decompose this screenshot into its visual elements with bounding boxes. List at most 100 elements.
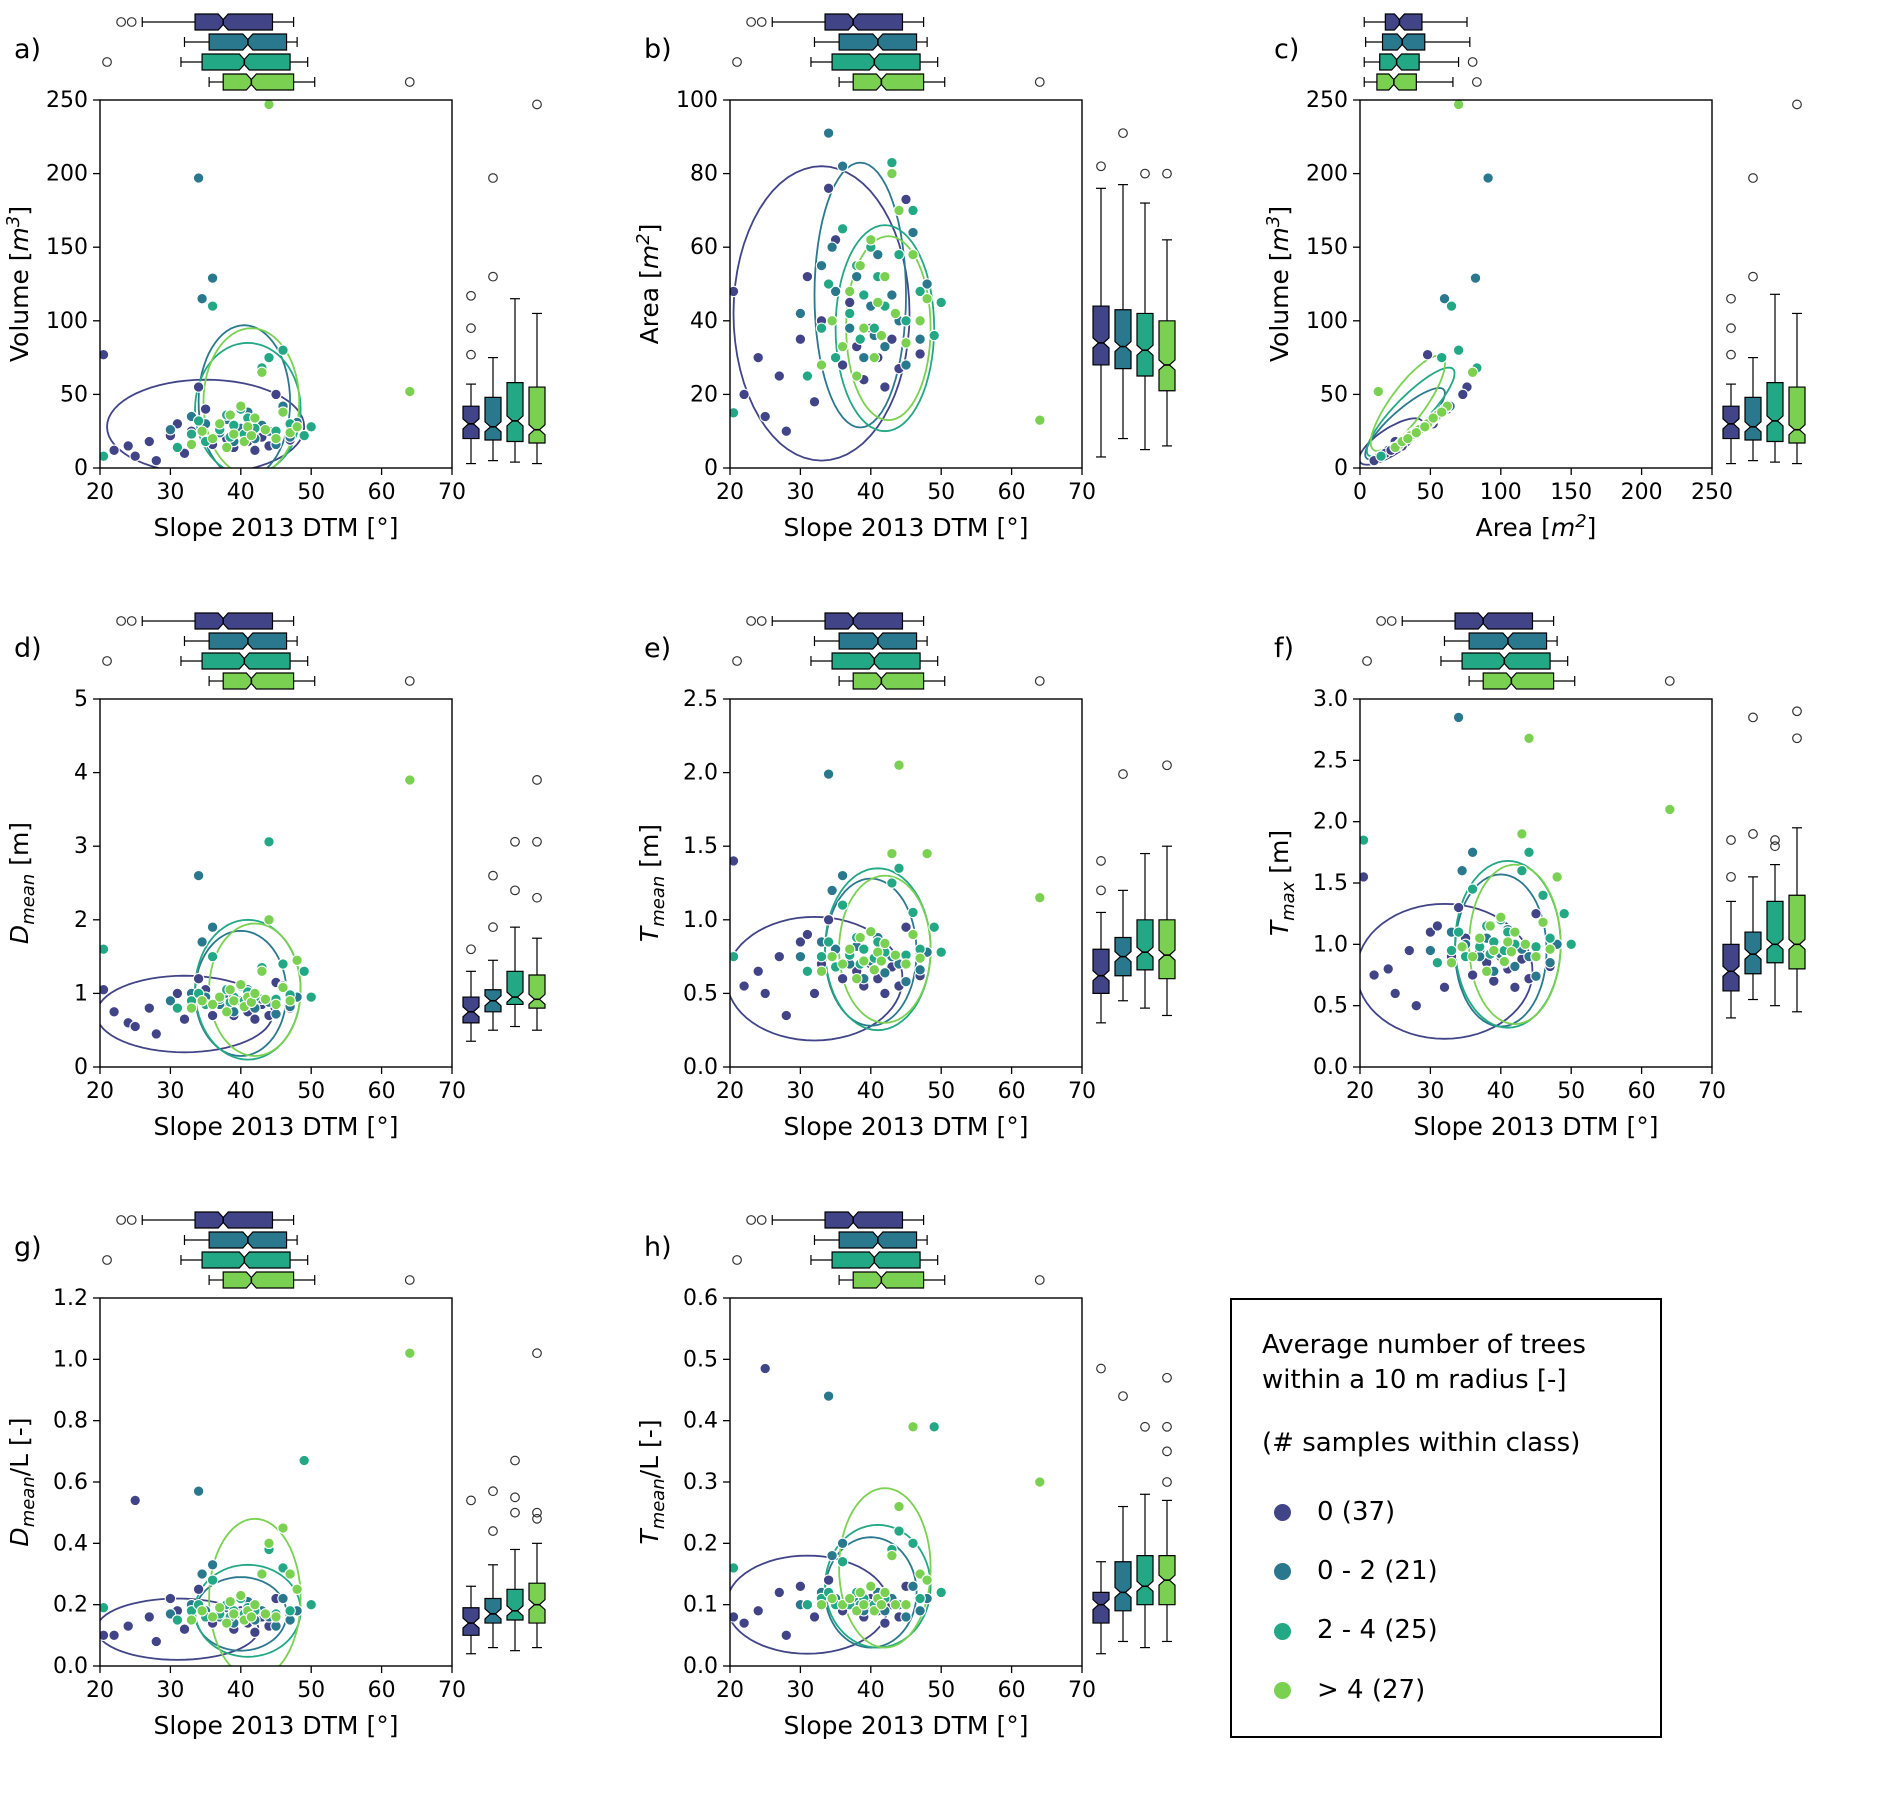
svg-text:40: 40 — [857, 480, 885, 505]
svg-text:30: 30 — [786, 1678, 814, 1703]
svg-text:250: 250 — [1691, 480, 1733, 505]
svg-text:0.5: 0.5 — [1313, 994, 1348, 1019]
axes-frame — [729, 698, 1083, 1068]
right-boxplots — [1092, 128, 1176, 458]
svg-text:70: 70 — [1068, 1678, 1096, 1703]
axes-frame — [1359, 99, 1713, 469]
panel-h: 20 30 40 50 60 70 0.0 0.1 0.2 0.3 0.4 0.5 0.6 Slope 2… — [630, 1198, 1260, 1797]
svg-text:20: 20 — [716, 1079, 744, 1104]
svg-text:20: 20 — [690, 382, 718, 407]
svg-text:0: 0 — [74, 456, 88, 481]
svg-text:100: 100 — [1306, 309, 1348, 334]
svg-text:1.0: 1.0 — [1313, 932, 1348, 957]
svg-text:5: 5 — [74, 687, 88, 712]
legend-entry: 2 - 4 (25) — [1262, 1613, 1630, 1648]
svg-text:40: 40 — [227, 480, 255, 505]
axes-frame — [729, 99, 1083, 469]
panel-d: 20 30 40 50 60 70 0 1 2 3 4 5 Slope 2013 DTM [°] Dmea… — [0, 599, 630, 1198]
svg-text:2.5: 2.5 — [683, 687, 718, 712]
chart-f: 20 30 40 50 60 70 0.0 0.5 1.0 1.5 2.0 2.5 3.0 Slope 2… — [1265, 612, 1806, 1141]
class-3-dot-icon — [1274, 1681, 1291, 1699]
svg-text:0.0: 0.0 — [683, 1654, 718, 1679]
svg-text:0.2: 0.2 — [683, 1531, 718, 1556]
svg-text:70: 70 — [1068, 1079, 1096, 1104]
svg-text:60: 60 — [998, 480, 1026, 505]
y-axis-label: Volume [m3] — [1263, 206, 1294, 362]
chart-d: 20 30 40 50 60 70 0 1 2 3 4 5 Slope 2013 DTM [°] Dmea… — [5, 612, 546, 1141]
svg-text:0.1: 0.1 — [683, 1593, 718, 1618]
svg-text:250: 250 — [46, 88, 88, 113]
panel-label: h) — [644, 1232, 672, 1263]
x-axis-label: Slope 2013 DTM [°] — [784, 1711, 1029, 1740]
right-boxplots — [1722, 706, 1806, 1019]
panel-label: e) — [644, 633, 671, 664]
svg-text:50: 50 — [927, 480, 955, 505]
panel-label: g) — [14, 1232, 42, 1263]
legend-entry: 0 (37) — [1262, 1495, 1630, 1530]
svg-text:0: 0 — [1353, 480, 1367, 505]
svg-text:0.2: 0.2 — [53, 1593, 88, 1618]
panel-c: 0 50 100 150 200 250 0 50 100 150 200 250 Area [m2] V… — [1260, 0, 1890, 599]
y-axis-label: Dmean/L [-] — [5, 1417, 39, 1546]
legend-entry: 0 - 2 (21) — [1262, 1554, 1630, 1589]
svg-text:1.5: 1.5 — [683, 834, 718, 859]
svg-text:0: 0 — [74, 1055, 88, 1080]
svg-text:30: 30 — [786, 480, 814, 505]
class-0-dot-icon — [1274, 1504, 1291, 1522]
panel-g: 20 30 40 50 60 70 0.0 0.2 0.4 0.6 0.8 1.0 1.2 Slope 2… — [0, 1198, 630, 1797]
svg-text:1.0: 1.0 — [683, 908, 718, 933]
top-boxplots — [102, 1211, 415, 1289]
axes-frame — [99, 698, 453, 1068]
right-boxplots — [462, 99, 546, 465]
svg-text:50: 50 — [1557, 1079, 1585, 1104]
svg-text:50: 50 — [1416, 480, 1444, 505]
svg-text:50: 50 — [1320, 382, 1348, 407]
top-boxplots — [102, 612, 415, 690]
svg-text:80: 80 — [690, 162, 718, 187]
svg-text:20: 20 — [86, 1079, 114, 1104]
svg-text:60: 60 — [1628, 1079, 1656, 1104]
svg-text:0: 0 — [1334, 456, 1348, 481]
scatter-points — [1368, 100, 1494, 467]
svg-text:60: 60 — [690, 235, 718, 260]
chart-c: 0 50 100 150 200 250 0 50 100 150 200 250 Area [m2] V… — [1263, 13, 1806, 542]
svg-text:3.0: 3.0 — [1313, 687, 1348, 712]
svg-text:20: 20 — [86, 1678, 114, 1703]
legend-box: Average number of trees within a 10 m ra… — [1230, 1298, 1662, 1738]
panel-f: 20 30 40 50 60 70 0.0 0.5 1.0 1.5 2.0 2.5 3.0 Slope 2… — [1260, 599, 1890, 1198]
svg-text:50: 50 — [297, 480, 325, 505]
svg-text:70: 70 — [438, 1678, 466, 1703]
svg-text:1.0: 1.0 — [53, 1347, 88, 1372]
axis-ticks: 20 30 40 50 60 70 0 50 100 150 200 250 — [46, 88, 466, 505]
svg-text:30: 30 — [786, 1079, 814, 1104]
svg-text:100: 100 — [46, 309, 88, 334]
right-boxplots — [1092, 760, 1176, 1024]
svg-text:70: 70 — [438, 480, 466, 505]
svg-text:2.5: 2.5 — [1313, 748, 1348, 773]
scatter-points — [100, 1347, 416, 1648]
right-boxplots — [462, 1348, 546, 1655]
scatter-points — [730, 127, 1046, 437]
svg-text:150: 150 — [46, 235, 88, 260]
svg-text:0.5: 0.5 — [683, 981, 718, 1006]
chart-h: 20 30 40 50 60 70 0.0 0.1 0.2 0.3 0.4 0.5 0.6 Slope 2… — [635, 1211, 1176, 1740]
svg-text:100: 100 — [676, 88, 718, 113]
svg-text:70: 70 — [1698, 1079, 1726, 1104]
svg-text:50: 50 — [60, 382, 88, 407]
y-axis-label: Dmean [m] — [5, 822, 39, 944]
panel-label: a) — [14, 34, 41, 65]
svg-text:50: 50 — [297, 1079, 325, 1104]
scatter-points — [1360, 711, 1676, 1012]
kde-contours — [730, 867, 932, 1042]
panel-b: 20 30 40 50 60 70 0 20 40 60 80 100 Slope 2013 DTM [… — [630, 0, 1260, 599]
svg-text:20: 20 — [716, 1678, 744, 1703]
y-axis-label: Volume [m3] — [3, 206, 34, 362]
panel-label: d) — [14, 633, 42, 664]
right-boxplots — [462, 775, 546, 1042]
panel-e: 20 30 40 50 60 70 0.0 0.5 1.0 1.5 2.0 2.5 Slope 2013… — [630, 599, 1260, 1198]
x-axis-label: Slope 2013 DTM [°] — [784, 513, 1029, 542]
svg-text:40: 40 — [690, 309, 718, 334]
